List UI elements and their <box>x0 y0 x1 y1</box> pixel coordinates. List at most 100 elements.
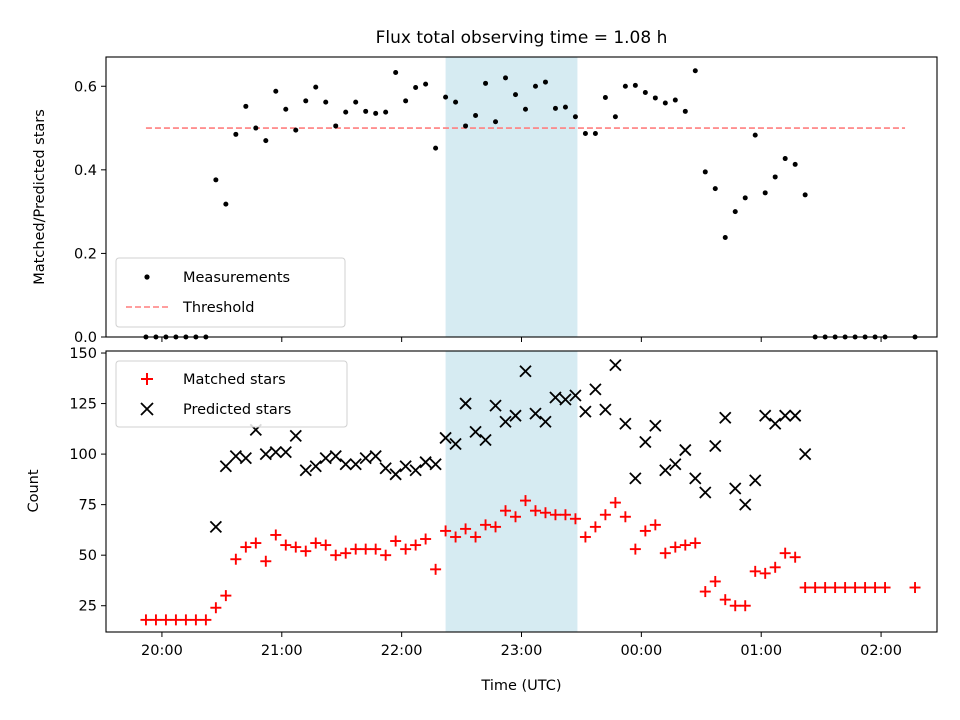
predicted-star-point <box>439 431 452 445</box>
bottom-y-tick-label: 25 <box>79 599 97 615</box>
predicted-star-point <box>219 460 232 473</box>
matched-star-point <box>549 509 561 521</box>
predicted-star-point <box>659 464 672 477</box>
predicted-star-point <box>759 409 772 422</box>
measurement-point <box>213 177 219 183</box>
bottom-plot-area <box>140 351 921 632</box>
measurement-point <box>582 130 588 136</box>
top-legend-box <box>115 257 346 328</box>
predicted-star-point <box>469 425 482 438</box>
matched-star-point <box>789 551 801 563</box>
matched-star-point <box>819 582 831 594</box>
measurement-point <box>622 83 628 89</box>
predicted-star-point <box>569 389 582 402</box>
measurement-point <box>722 235 728 241</box>
matched-star-point <box>769 561 781 573</box>
top-observing-span <box>445 57 578 337</box>
measurement-point <box>762 190 768 196</box>
predicted-star-point <box>449 437 462 451</box>
matched-star-point <box>739 600 751 612</box>
predicted-star-point <box>239 452 252 465</box>
measurement-point <box>393 69 399 75</box>
top-plot-area <box>143 57 918 340</box>
matched-star-point <box>300 545 312 557</box>
predicted-star-point <box>499 415 512 428</box>
measurement-point <box>443 94 449 100</box>
top-title: Flux total observing time = 1.08 h <box>376 28 668 48</box>
predicted-star-point <box>319 452 332 465</box>
bottom-x-tick-label: 20:00 <box>141 643 183 659</box>
legend-threshold-label: Threshold <box>182 300 254 316</box>
bottom-observing-span <box>445 351 578 632</box>
measurement-point <box>692 68 698 74</box>
matched-star-point <box>849 582 861 594</box>
matched-star-point <box>310 537 322 549</box>
predicted-star-point <box>509 409 522 422</box>
measurement-point <box>323 99 329 105</box>
matched-star-point <box>460 523 472 535</box>
bottom-y-tick-label: 150 <box>69 346 97 362</box>
predicted-star-point <box>609 359 622 372</box>
measurement-point <box>253 125 259 131</box>
measurement-point <box>652 95 658 101</box>
predicted-star-point <box>329 449 342 463</box>
predicted-star-point <box>669 458 682 471</box>
measurement-point <box>782 156 788 162</box>
matched-star-point <box>649 519 661 531</box>
measurement-point <box>243 103 249 109</box>
measurement-point <box>353 99 359 105</box>
measurement-point <box>283 106 289 112</box>
predicted-star-point <box>739 498 752 511</box>
predicted-star-point <box>629 472 642 485</box>
matched-star-point <box>340 547 352 559</box>
matched-star-point <box>619 511 631 523</box>
measurement-point <box>453 99 459 105</box>
measurement-point <box>592 130 598 136</box>
predicted-star-point <box>399 460 412 473</box>
measurement-point <box>423 81 429 87</box>
predicted-star-point <box>459 397 472 410</box>
matched-star-point <box>579 531 591 543</box>
matched-star-point <box>609 497 621 509</box>
predicted-star-point <box>719 411 732 424</box>
bottom-y-tick-label: 50 <box>79 548 97 564</box>
predicted-star-point <box>519 365 532 378</box>
matched-star-point <box>350 543 362 555</box>
matched-star-point <box>430 563 442 575</box>
predicted-star-point <box>269 445 282 459</box>
predicted-star-point <box>679 443 692 457</box>
matched-star-point <box>450 531 462 543</box>
predicted-star-point <box>309 460 322 473</box>
predicted-star-point <box>579 405 592 418</box>
predicted-star-point <box>559 393 572 406</box>
predicted-star-point <box>729 482 742 495</box>
predicted-star-point <box>799 447 812 461</box>
predicted-star-point <box>599 403 612 416</box>
measurement-point <box>752 132 758 138</box>
measurement-point <box>513 92 519 98</box>
matched-star-point <box>230 553 242 565</box>
matched-star-point <box>440 525 452 537</box>
matched-star-point <box>140 614 152 626</box>
bottom-legend: Matched stars Predicted stars <box>115 360 348 428</box>
top-y-ticks: 0.0 0.2 0.4 0.6 <box>74 79 106 346</box>
measurement-point <box>712 186 718 192</box>
bottom-y-tick-label: 125 <box>69 397 97 413</box>
predicted-star-point <box>389 468 402 481</box>
bottom-y-ticks: 25 50 75 100 125 150 <box>69 346 106 615</box>
measurement-point <box>343 109 349 115</box>
predicted-star-point <box>299 464 312 477</box>
predicted-star-point <box>749 474 762 487</box>
legend-predicted-marker <box>140 402 154 416</box>
predicted-star-point <box>639 435 652 449</box>
matched-star-point <box>539 507 551 519</box>
measurement-point <box>493 119 499 125</box>
matched-star-point <box>729 600 741 612</box>
top-y-tick-label: 0.4 <box>74 163 97 179</box>
measurement-point <box>612 114 618 120</box>
measurement-point <box>522 106 528 112</box>
matched-star-point <box>679 539 691 551</box>
matched-star-point <box>290 541 302 553</box>
predicted-star-point <box>689 472 702 485</box>
